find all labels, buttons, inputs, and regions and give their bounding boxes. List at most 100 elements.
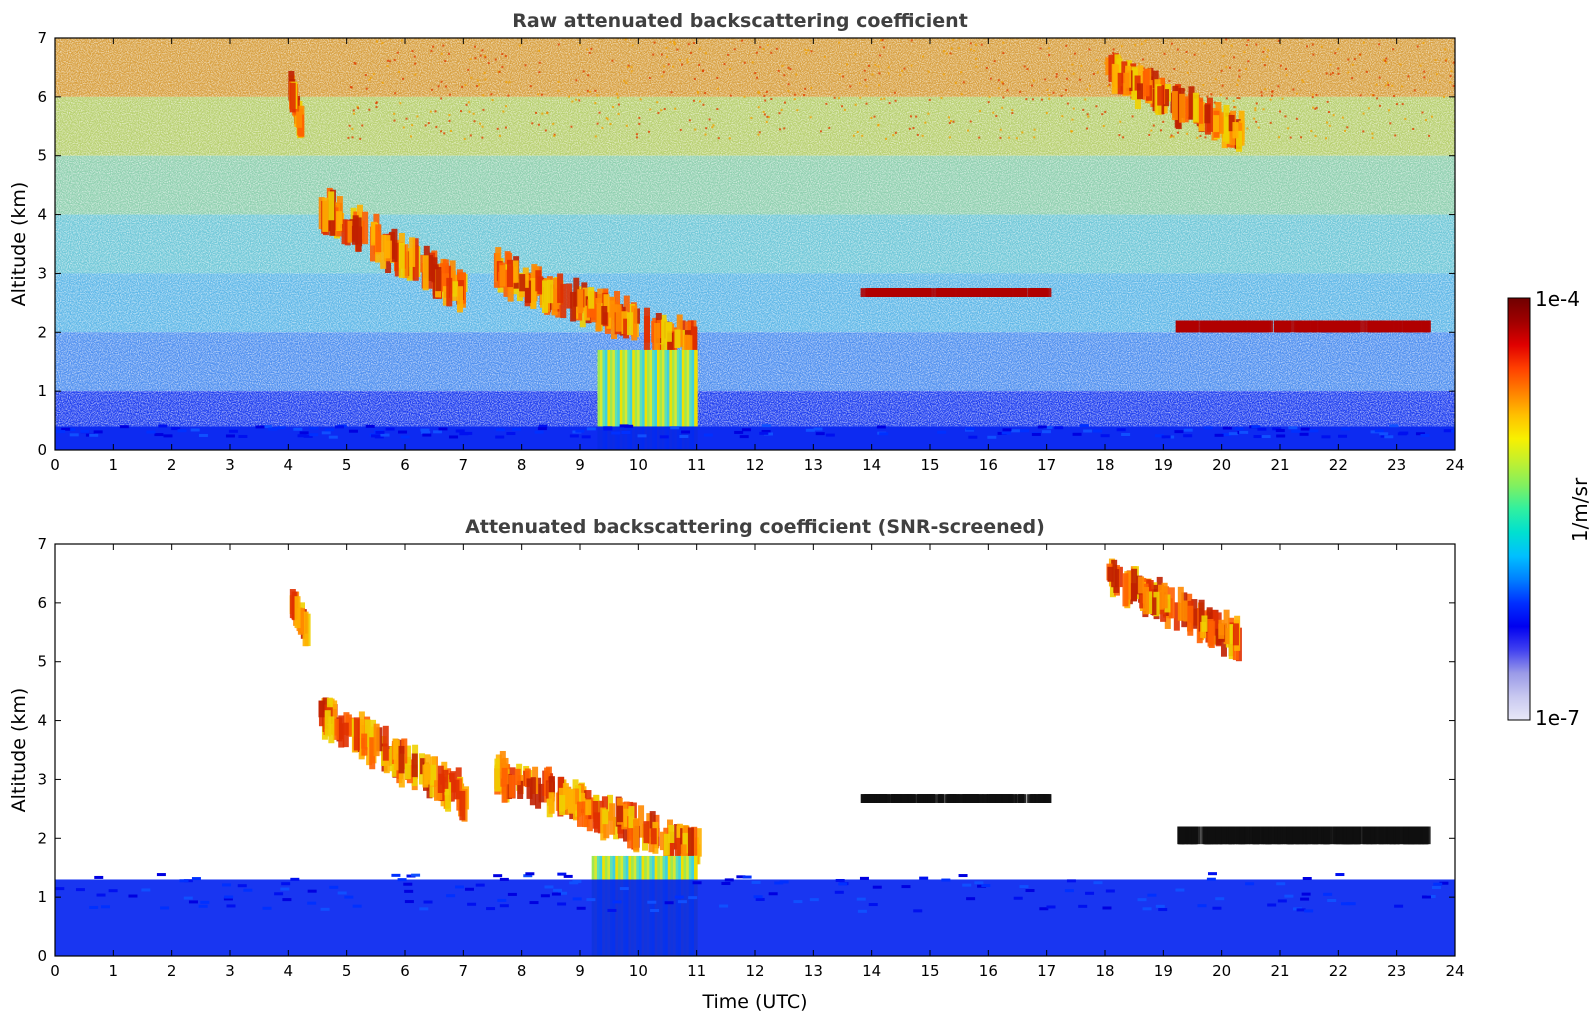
layer-speck: [913, 909, 923, 913]
layer-speck: [815, 432, 825, 436]
noise-speck: [728, 137, 731, 140]
noise-speck: [1245, 44, 1248, 47]
cloud-cell: [547, 279, 554, 304]
noise-speck: [414, 62, 417, 65]
noise-speck: [596, 94, 599, 97]
cloud-cell: [341, 219, 348, 245]
noise-speck: [1255, 43, 1258, 46]
layer-speck: [237, 884, 247, 888]
layer-speck: [1079, 424, 1089, 428]
noise-speck: [673, 40, 676, 43]
noise-speck: [571, 100, 574, 103]
noise-speck: [924, 121, 927, 124]
cloud-cell: [442, 769, 449, 789]
layer-speck: [404, 900, 414, 904]
cloud-cell: [1138, 576, 1145, 594]
cloud-cell: [1209, 826, 1216, 845]
noise-speck: [1232, 99, 1235, 102]
noise-speck: [1372, 94, 1375, 97]
cloud-cell: [868, 794, 875, 803]
noise-speck: [1329, 73, 1332, 76]
noise-speck: [1332, 114, 1335, 117]
cloud-cell: [868, 288, 875, 297]
noise-speck: [1148, 133, 1151, 136]
cloud-cell: [1385, 320, 1392, 333]
x-tick-label: 11: [687, 962, 706, 980]
cloud-cell: [948, 288, 955, 297]
layer-speck: [679, 434, 689, 438]
noise-speck: [729, 94, 732, 97]
noise-speck: [804, 87, 807, 90]
noise-speck: [588, 51, 591, 54]
cloud-cell: [494, 758, 501, 792]
noise-speck: [1371, 136, 1374, 139]
x-tick-label: 5: [342, 456, 352, 474]
cloud-cell: [613, 816, 620, 840]
noise-speck: [375, 106, 378, 109]
layer-speck: [538, 424, 548, 428]
layer-speck: [337, 891, 347, 895]
cloud-cell: [499, 265, 506, 287]
noise-speck: [854, 53, 857, 56]
layer-speck: [75, 888, 85, 892]
noise-speck: [692, 99, 695, 102]
layer-speck: [274, 892, 284, 896]
cloud-cell: [661, 319, 668, 353]
cloud-cell: [573, 788, 580, 805]
noise-speck: [838, 73, 841, 76]
noise-speck: [1425, 91, 1428, 94]
layer-speck: [868, 903, 878, 907]
noise-speck: [1031, 98, 1034, 101]
noise-speck: [435, 125, 438, 128]
noise-speck: [921, 55, 924, 58]
noise-speck: [704, 133, 707, 136]
layer-speck: [128, 894, 138, 898]
precip-column: [637, 349, 641, 450]
layer-speck: [309, 433, 319, 437]
layer-speck: [624, 424, 634, 428]
cloud-cell: [569, 789, 576, 814]
cloud-cell: [676, 825, 683, 845]
noise-speck: [856, 131, 859, 134]
noise-speck: [1388, 109, 1391, 112]
noise-speck: [1168, 79, 1171, 82]
noise-speck: [793, 98, 796, 101]
noise-speck: [1152, 124, 1155, 127]
noise-speck: [712, 124, 715, 127]
layer-speck: [1272, 427, 1282, 431]
layer-speck: [553, 888, 563, 892]
x-tick-label: 7: [459, 456, 469, 474]
layer-speck: [1296, 908, 1306, 912]
cloud-cell: [1126, 570, 1133, 600]
cloud-cell: [1233, 826, 1240, 845]
layer-speck: [328, 435, 338, 439]
layer-speck: [537, 427, 547, 431]
noise-speck: [535, 111, 538, 114]
noise-speck: [763, 113, 766, 116]
cloud-cell: [1325, 320, 1332, 333]
noise-speck: [909, 115, 912, 118]
cloud-cell: [946, 794, 953, 803]
noise-speck: [1185, 50, 1188, 53]
layer-speck: [664, 901, 674, 905]
cloud-cell: [1362, 826, 1369, 845]
cloud-cell: [691, 326, 698, 361]
precip-column: [619, 349, 624, 450]
cloud-cell: [601, 306, 608, 325]
cloud-cell: [1273, 320, 1280, 333]
noise-speck: [1102, 125, 1105, 128]
layer-speck: [344, 895, 354, 899]
layer-speck: [825, 433, 835, 437]
noise-speck: [1395, 103, 1398, 106]
noise-speck: [775, 47, 778, 50]
layer-speck: [674, 895, 684, 899]
noise-speck: [1225, 38, 1228, 41]
noise-speck: [396, 51, 399, 54]
noise-speck: [679, 128, 682, 131]
cloud-cell: [375, 224, 382, 253]
cloud-cell: [991, 794, 998, 803]
layer-speck: [404, 889, 414, 893]
noise-speck: [962, 81, 965, 84]
noise-speck: [1254, 109, 1257, 112]
noise-speck: [1325, 72, 1328, 75]
